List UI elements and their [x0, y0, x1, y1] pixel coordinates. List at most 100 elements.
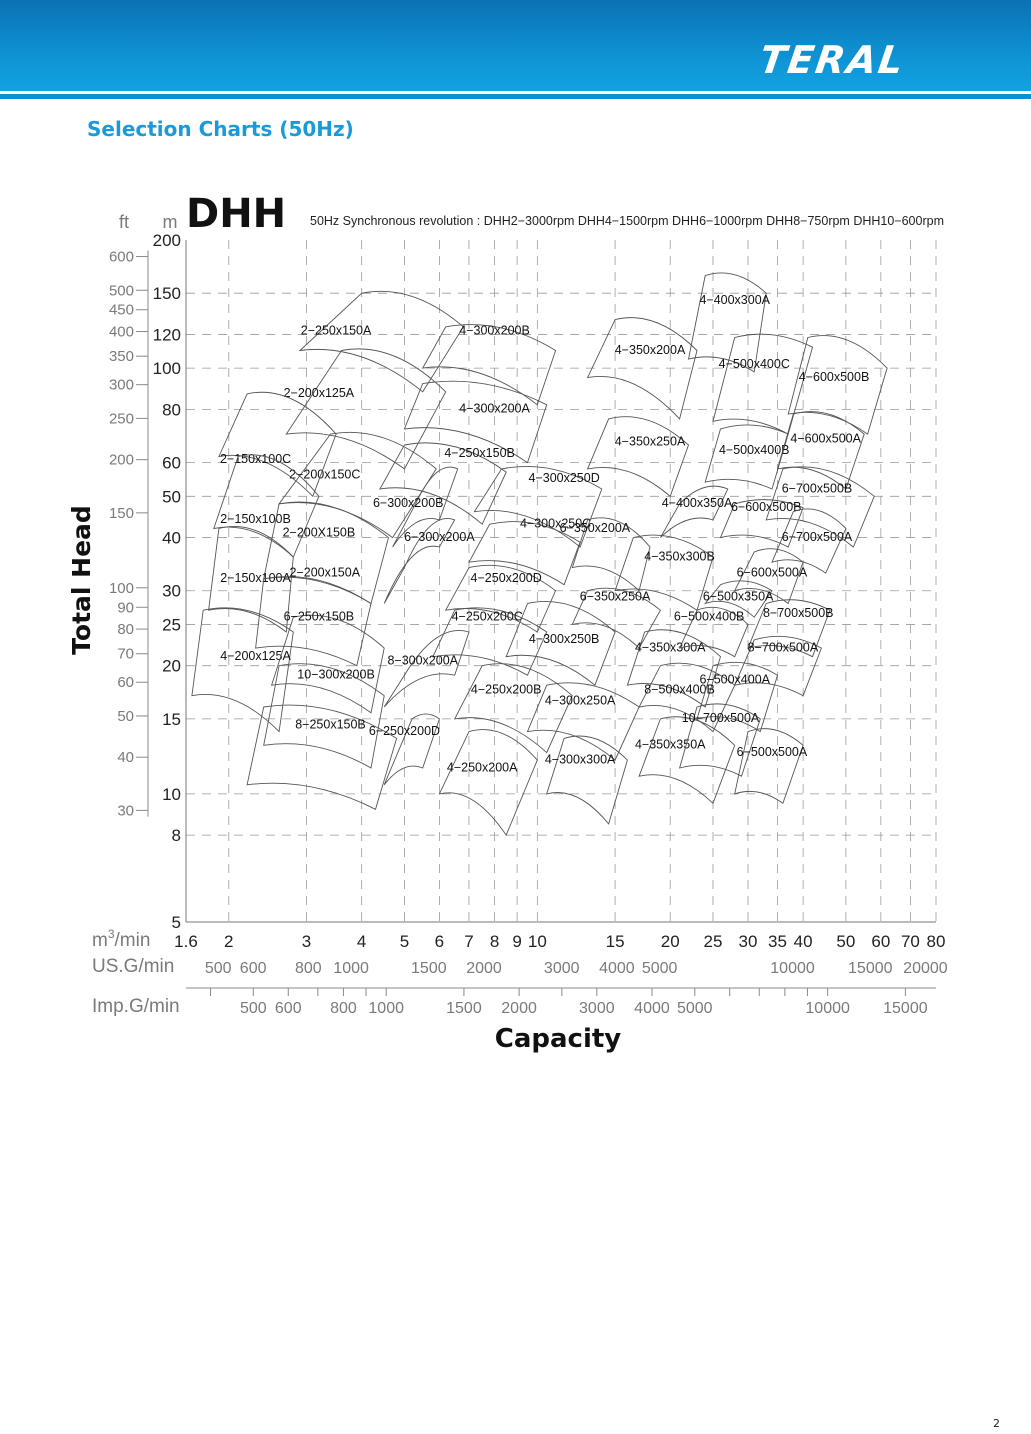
pump-region-outline — [278, 431, 437, 539]
pump-region-outline — [765, 466, 875, 548]
pump-region-outline — [546, 735, 628, 825]
pump-label-4-350x250a: 4−350x250A — [615, 434, 686, 448]
pump-region-outline — [438, 729, 538, 837]
y-tick-label-ft: 30 — [117, 802, 134, 819]
pump-label-4-300x250a: 4−300x250A — [545, 694, 616, 708]
pump-region-outline — [678, 606, 749, 658]
x-tick-label-usg: 4000 — [599, 960, 635, 977]
pump-region-outline — [208, 525, 294, 633]
pump-region-outline — [776, 411, 865, 490]
pump-label-2-250x150a: 2−250x150A — [301, 324, 372, 338]
x-axis-label: Capacity — [495, 1024, 622, 1054]
pump-label-6-300x200b: 6−300x200B — [373, 496, 444, 510]
pump-label-6-500x350a: 6−500x350A — [703, 589, 774, 603]
y-tick-label-ft: 60 — [117, 674, 134, 691]
x-tick-label-usg: 600 — [240, 960, 267, 977]
pump-region-outline — [586, 317, 698, 420]
pump-region-outline — [263, 663, 385, 769]
x-tick-label-impg: 500 — [240, 1000, 267, 1017]
y-tick-label-m: 20 — [162, 657, 181, 676]
y-tick-label-m: 60 — [162, 454, 181, 473]
y-tick-label-ft: 150 — [109, 505, 134, 522]
x-tick-label-m3: 7 — [464, 932, 473, 951]
x-tick-label-usg: 20000 — [903, 960, 948, 977]
x-tick-label-m3: 70 — [901, 932, 920, 951]
x-tick-label-usg: 1500 — [411, 960, 447, 977]
y-tick-label-ft: 90 — [117, 599, 134, 616]
pump-label-2-200x150a: 2−200x150A — [290, 565, 361, 579]
pump-label-6-600x500a: 6−600x500A — [737, 565, 808, 579]
pump-label-4-300x200b: 4−300x200B — [459, 324, 530, 338]
y-tick-label-ft: 80 — [117, 621, 134, 638]
grid — [186, 240, 937, 922]
pump-region-outline — [383, 713, 440, 786]
y-tick-label-ft: 40 — [117, 749, 134, 766]
pump-label-4-250x200d: 4−250x200D — [471, 571, 542, 585]
y-unit-m: m — [163, 212, 178, 232]
pump-label-2-200x150b: 2−200X150B — [283, 525, 356, 539]
pump-label-4-400x350a: 4−400x350A — [662, 496, 733, 510]
pump-label-6-500x400b: 6−500x400B — [674, 609, 745, 623]
pump-label-4-500x400b: 4−500x400B — [719, 443, 790, 457]
y-tick-label-ft: 50 — [117, 708, 134, 725]
pump-region-outline — [771, 508, 847, 574]
pump-region-outline — [263, 501, 390, 605]
pump-label-4-600x500a: 4−600x500A — [790, 432, 861, 446]
pump-regions: 2−250x150A 2−200x125A 2−200x150C 2−150x100C… — [191, 272, 888, 837]
y-tick-label-ft: 70 — [117, 646, 134, 663]
y-tick-label-ft: 200 — [109, 452, 134, 469]
x-tick-label-usg: 1000 — [333, 960, 369, 977]
pump-region-outline — [660, 485, 729, 538]
pump-label-2-150x100a: 2−150x100A — [220, 571, 291, 585]
y-tick-label-m: 40 — [162, 529, 181, 548]
y-tick-label-ft: 600 — [109, 249, 134, 266]
x-tick-label-m3: 20 — [661, 932, 680, 951]
pump-label-4-350x350a: 4−350x350A — [635, 738, 706, 752]
x-tick-label-m3: 50 — [836, 932, 855, 951]
pump-region-outline — [383, 630, 470, 708]
y-axis-label: Total Head — [67, 505, 96, 655]
pump-region-outline — [383, 518, 456, 604]
pump-region-outline — [505, 600, 616, 686]
x-unit-usg: US.G/min — [92, 956, 174, 977]
x-tick-label-m3: 15 — [606, 932, 625, 951]
pump-label-6-600x500b: 6−600x500B — [731, 500, 802, 514]
pump-label-10-700x500a: 10−700x500A — [682, 711, 760, 725]
pump-region-outline — [712, 333, 814, 435]
section-title: Selection Charts (50Hz) — [87, 117, 354, 141]
pump-label-4-250x200b: 4−250x200B — [471, 683, 542, 697]
x-tick-label-impg: 4000 — [634, 1000, 670, 1017]
pump-region-outline — [571, 517, 651, 592]
pump-label-6-500x400a: 6−500x400A — [699, 672, 770, 686]
y-tick-label-ft: 250 — [109, 410, 134, 427]
x-tick-label-impg: 15000 — [883, 1000, 928, 1017]
x-tick-label-m3: 10 — [528, 932, 547, 951]
pump-label-4-250x200c: 4−250x200C — [452, 609, 523, 623]
pump-region-outline — [379, 442, 507, 525]
pump-label-4-350x300a: 4−350x300A — [635, 640, 706, 654]
y-tick-label-m: 100 — [153, 359, 181, 378]
y-tick-label-m: 30 — [162, 582, 181, 601]
x-tick-label-impg: 1500 — [446, 1000, 482, 1017]
x-tick-label-m3: 5 — [400, 932, 409, 951]
pump-region-outline — [392, 466, 459, 548]
pump-region-outline — [473, 465, 603, 548]
x-tick-label-impg: 10000 — [805, 1000, 850, 1017]
pump-region-outline — [468, 521, 581, 586]
chart-title: DHH — [186, 191, 286, 237]
pump-label-4-300x250b: 4−300x250B — [529, 632, 600, 646]
y-tick-label-m: 5 — [172, 913, 181, 932]
x-tick-label-impg: 600 — [275, 1000, 302, 1017]
pump-region-outline — [614, 534, 714, 611]
y-tick-label-m: 200 — [153, 231, 181, 250]
pump-label-4-300x300a: 4−300x300A — [545, 752, 616, 766]
x-tick-label-m3: 30 — [738, 932, 757, 951]
pump-region-outline — [213, 454, 320, 558]
y-tick-label-m: 150 — [153, 284, 181, 303]
pump-label-4-300x250d: 4−300x250D — [529, 471, 600, 485]
pump-label-6-250x200d: 6−250x200D — [369, 724, 440, 738]
pump-region-outline — [432, 607, 548, 676]
y-tick-label-m: 80 — [162, 400, 181, 419]
